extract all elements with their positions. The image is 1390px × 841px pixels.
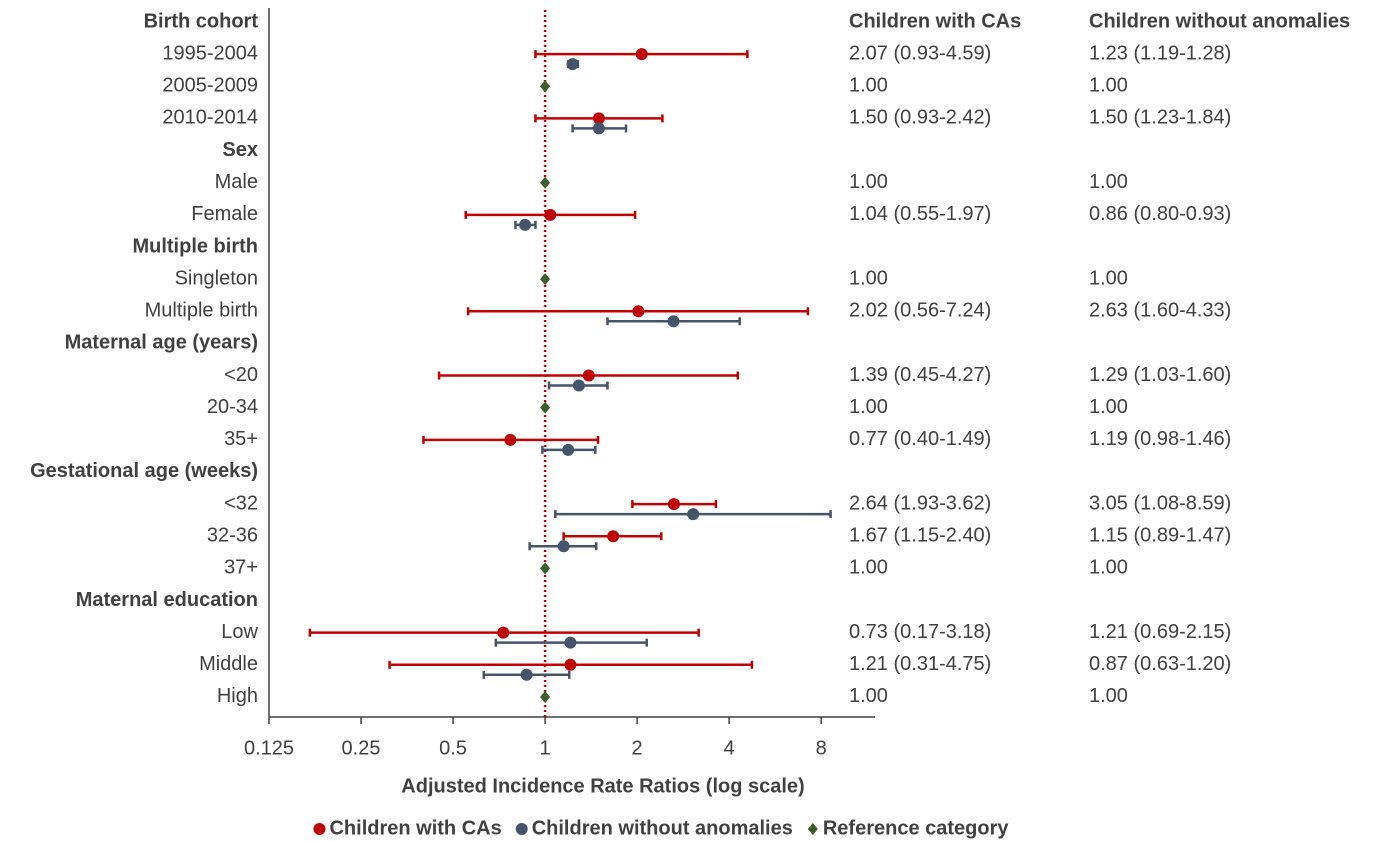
x-tick-label: 0.25 bbox=[342, 737, 381, 759]
table-cell: 2.63 (1.60-4.33) bbox=[1089, 300, 1231, 322]
point bbox=[592, 122, 605, 135]
point bbox=[564, 658, 577, 671]
row-label: Singleton bbox=[175, 267, 258, 289]
point bbox=[635, 48, 648, 61]
table-cell: 2.07 (0.93-4.59) bbox=[849, 42, 991, 64]
x-tick-label: 2 bbox=[632, 737, 643, 759]
legend-label: Reference category bbox=[823, 817, 1010, 839]
table-cell: 1.00 bbox=[849, 75, 888, 97]
table-cell: 0.86 (0.80-0.93) bbox=[1089, 203, 1231, 225]
row-label: Male bbox=[215, 171, 258, 193]
legend-marker bbox=[807, 823, 818, 835]
point bbox=[572, 379, 585, 392]
reference-marker bbox=[540, 690, 551, 703]
point bbox=[557, 540, 570, 553]
x-tick-label: 1 bbox=[540, 737, 551, 759]
point bbox=[566, 58, 579, 71]
table-cell: 1.00 bbox=[1089, 396, 1128, 418]
reference-marker bbox=[540, 273, 551, 286]
point bbox=[607, 530, 620, 543]
point bbox=[497, 626, 510, 639]
table-cell: 3.05 (1.08-8.59) bbox=[1089, 492, 1231, 514]
section-header: Maternal education bbox=[76, 589, 258, 611]
point bbox=[667, 315, 680, 328]
reference-marker bbox=[540, 401, 551, 414]
point bbox=[544, 208, 557, 221]
row-label: 37+ bbox=[224, 557, 258, 579]
row-label: 2005-2009 bbox=[162, 75, 258, 97]
row-label: 1995-2004 bbox=[162, 42, 258, 64]
table-cell: 1.00 bbox=[849, 557, 888, 579]
reference-marker bbox=[540, 176, 551, 189]
row-label: 35+ bbox=[224, 428, 258, 450]
row-label: <20 bbox=[224, 364, 258, 386]
table-cell: 0.77 (0.40-1.49) bbox=[849, 428, 991, 450]
table-cell: 1.50 (0.93-2.42) bbox=[849, 107, 991, 129]
table-cell: 1.39 (0.45-4.27) bbox=[849, 364, 991, 386]
point bbox=[562, 443, 575, 456]
table-cell: 2.02 (0.56-7.24) bbox=[849, 300, 991, 322]
x-tick-label: 0.125 bbox=[244, 737, 294, 759]
table-cell: 1.00 bbox=[1089, 557, 1128, 579]
column-header: Children with CAs bbox=[849, 10, 1021, 32]
section-header: Sex bbox=[222, 139, 258, 161]
table-cell: 1.00 bbox=[1089, 685, 1128, 707]
row-label: 2010-2014 bbox=[162, 107, 258, 129]
section-header: Gestational age (weeks) bbox=[30, 460, 258, 482]
point bbox=[520, 668, 533, 681]
table-cell: 1.00 bbox=[1089, 267, 1128, 289]
section-header: Maternal age (years) bbox=[65, 332, 258, 354]
legend-marker bbox=[313, 823, 326, 835]
section-header: Birth cohort bbox=[144, 10, 259, 32]
x-tick-label: 0.5 bbox=[439, 737, 467, 759]
table-cell: 1.21 (0.69-2.15) bbox=[1089, 621, 1231, 643]
point bbox=[582, 369, 595, 382]
x-tick-label: 8 bbox=[816, 737, 827, 759]
row-label: 32-36 bbox=[207, 525, 258, 547]
legend-label: Children without anomalies bbox=[532, 817, 793, 839]
row-label: Low bbox=[221, 621, 258, 643]
table-cell: 0.87 (0.63-1.20) bbox=[1089, 653, 1231, 675]
table-cell: 1.04 (0.55-1.97) bbox=[849, 203, 991, 225]
point bbox=[667, 498, 680, 511]
table-cell: 1.67 (1.15-2.40) bbox=[849, 525, 991, 547]
table-cell: 1.15 (0.89-1.47) bbox=[1089, 525, 1231, 547]
table-cell: 1.29 (1.03-1.60) bbox=[1089, 364, 1231, 386]
section-header: Multiple birth bbox=[132, 235, 258, 257]
table-cell: 1.00 bbox=[1089, 171, 1128, 193]
table-cell: 1.00 bbox=[1089, 75, 1128, 97]
point bbox=[519, 218, 532, 231]
point bbox=[504, 433, 517, 446]
row-label: Multiple birth bbox=[145, 300, 258, 322]
row-label: <32 bbox=[224, 492, 258, 514]
table-cell: 2.64 (1.93-3.62) bbox=[849, 492, 991, 514]
table-cell: 1.50 (1.23-1.84) bbox=[1089, 107, 1231, 129]
legend-marker bbox=[515, 823, 528, 835]
row-label: High bbox=[217, 685, 258, 707]
point bbox=[564, 636, 577, 649]
table-cell: 1.00 bbox=[849, 685, 888, 707]
row-label: 20-34 bbox=[207, 396, 258, 418]
row-label: Middle bbox=[199, 653, 258, 675]
point bbox=[687, 508, 700, 521]
point bbox=[632, 305, 645, 318]
reference-marker bbox=[540, 80, 551, 93]
table-cell: 1.00 bbox=[849, 267, 888, 289]
row-label: Female bbox=[191, 203, 258, 225]
table-cell: 1.21 (0.31-4.75) bbox=[849, 653, 991, 675]
point bbox=[592, 112, 605, 125]
column-header: Children without anomalies bbox=[1089, 10, 1350, 32]
table-cell: 1.00 bbox=[849, 171, 888, 193]
table-cell: 1.19 (0.98-1.46) bbox=[1089, 428, 1231, 450]
table-cell: 1.00 bbox=[849, 396, 888, 418]
x-axis-title: Adjusted Incidence Rate Ratios (log scal… bbox=[401, 775, 804, 797]
legend-label: Children with CAs bbox=[329, 817, 501, 839]
reference-marker bbox=[540, 562, 551, 575]
table-cell: 0.73 (0.17-3.18) bbox=[849, 621, 991, 643]
x-tick-label: 4 bbox=[724, 737, 735, 759]
table-cell: 1.23 (1.19-1.28) bbox=[1089, 42, 1231, 64]
